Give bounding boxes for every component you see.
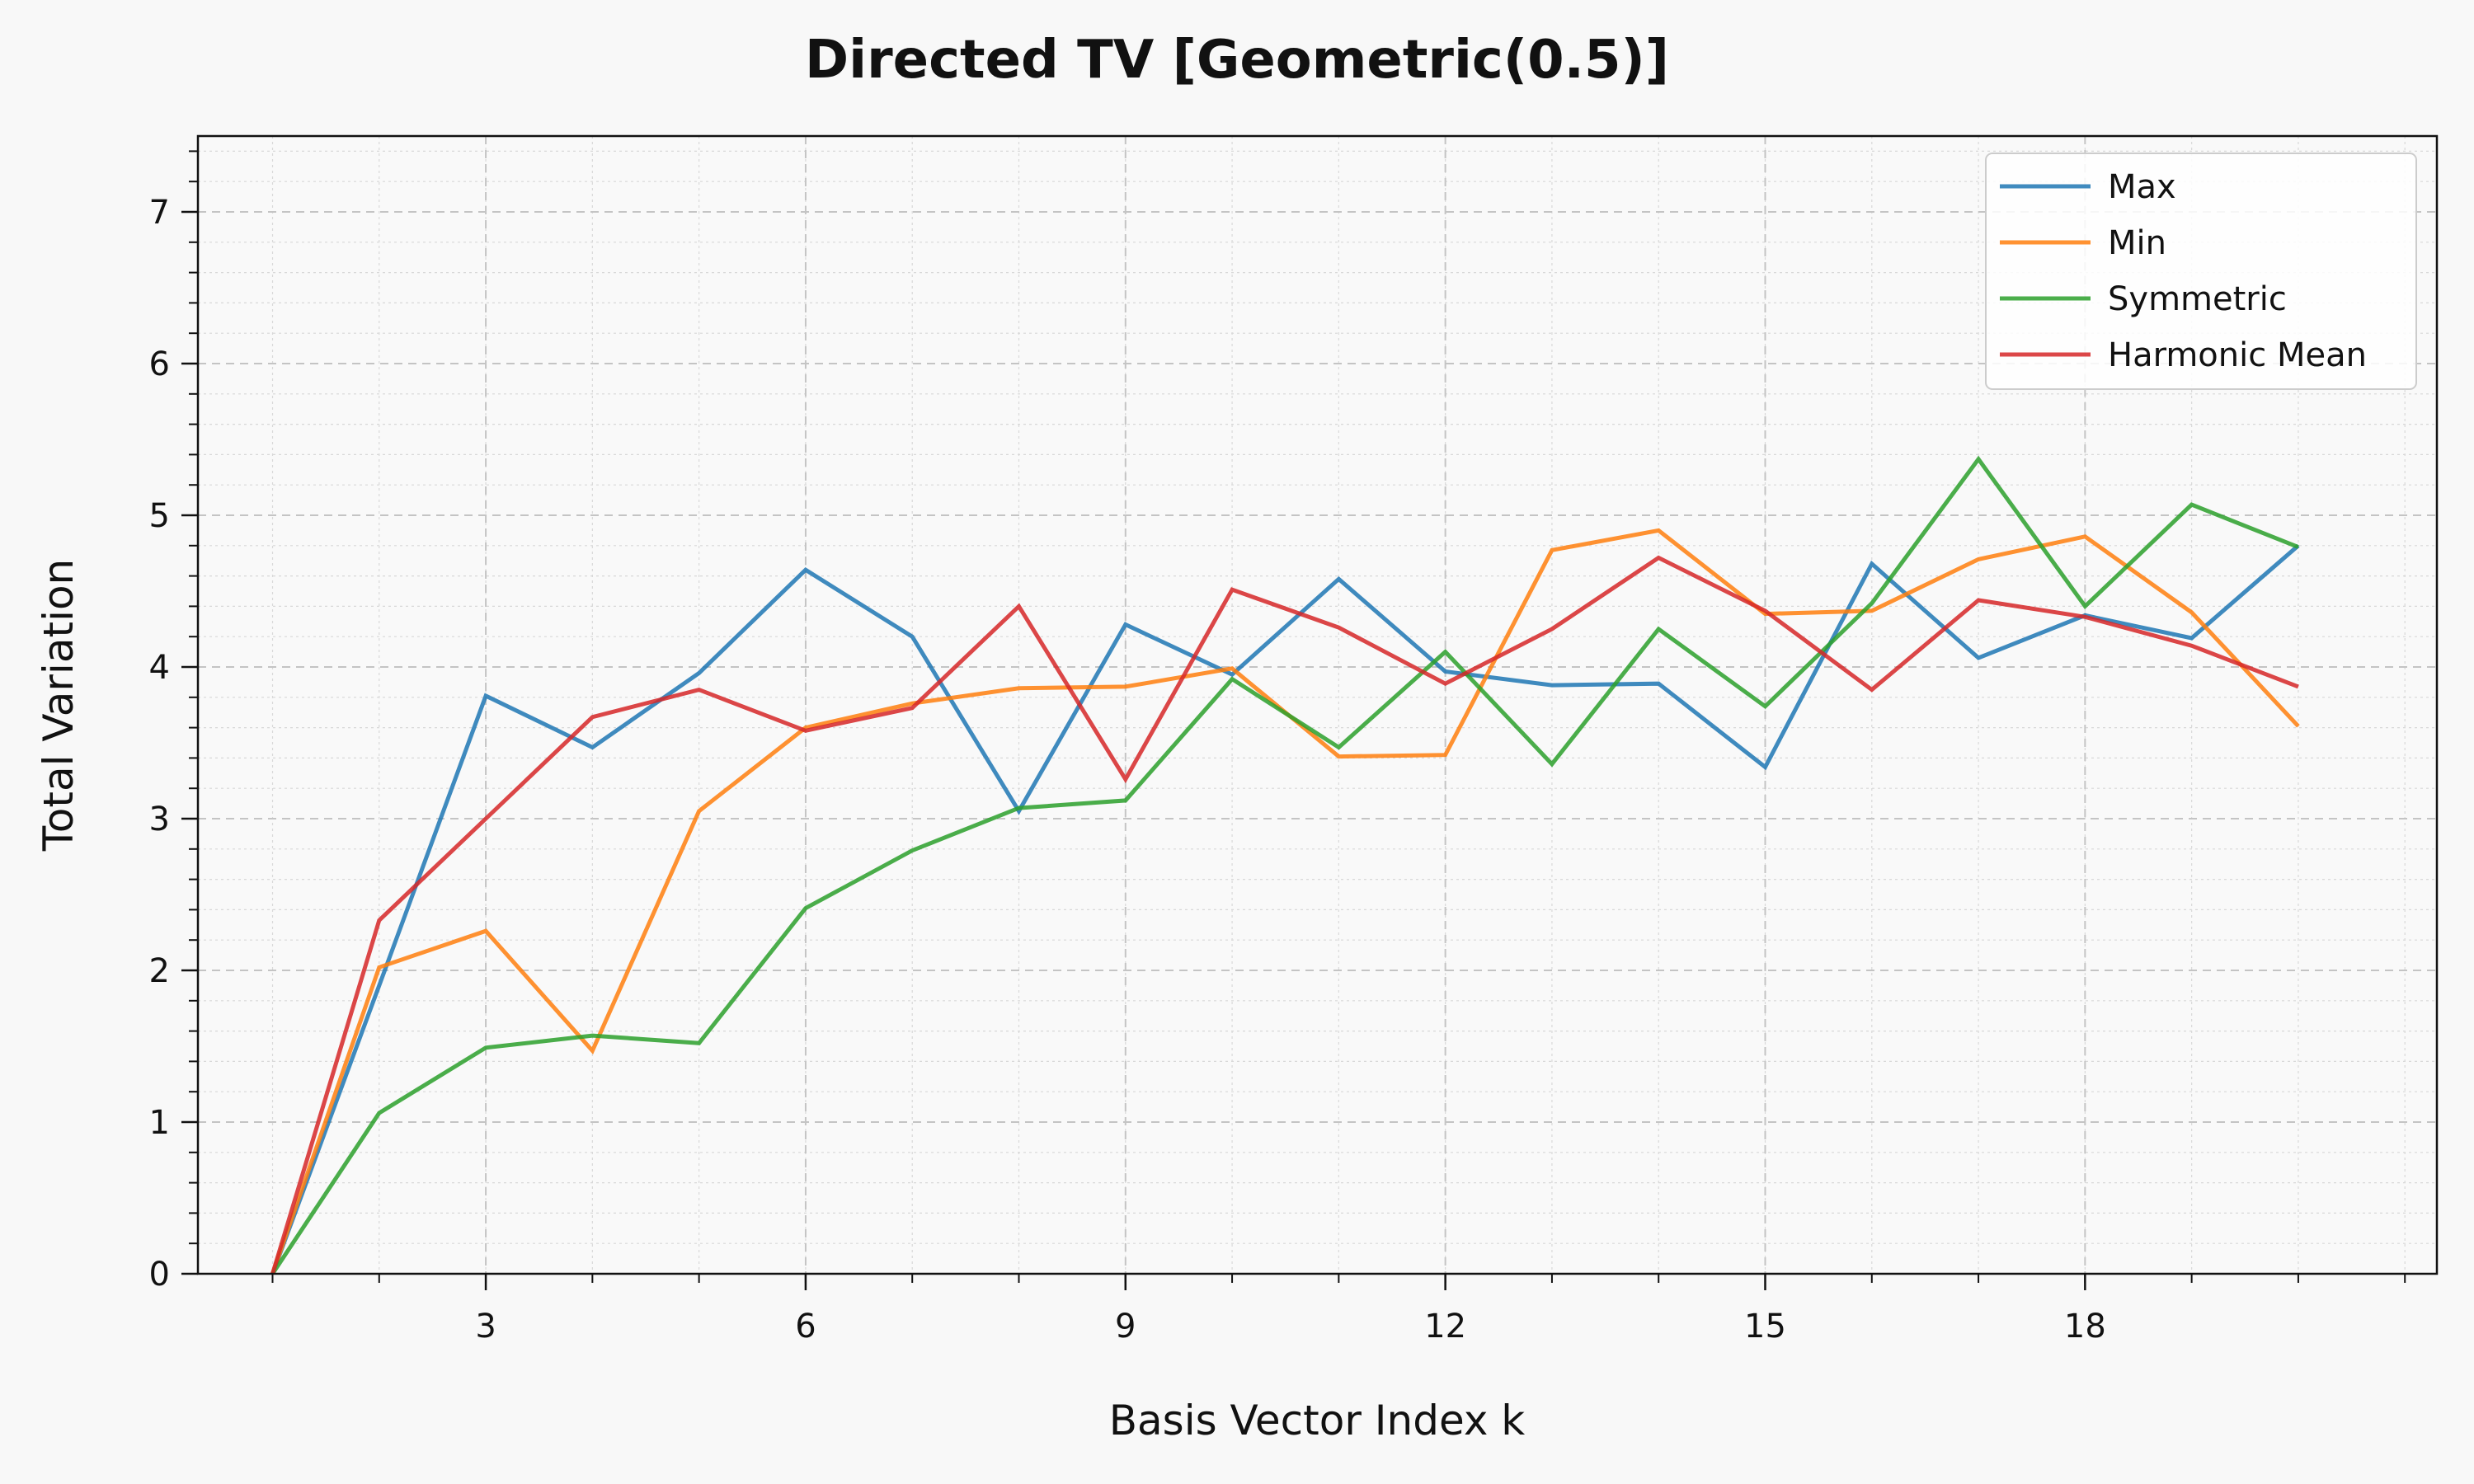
series-layer (270, 455, 2300, 1275)
y-axis-ticks: 0 1 2 3 4 5 6 7 (149, 150, 198, 1294)
x-tick-label: 12 (1424, 1308, 1466, 1345)
y-tick-label: 0 (149, 1256, 170, 1294)
y-tick-label: 3 (149, 801, 170, 838)
x-tick-label: 9 (1115, 1308, 1136, 1345)
series-line-symmetric (270, 455, 2299, 1275)
legend: Max Min Symmetric Harmonic Mean (1985, 153, 2417, 390)
minor-grid (198, 136, 2437, 1274)
y-axis-label: Total Variation (35, 559, 82, 852)
x-tick-label: 6 (795, 1308, 816, 1345)
plot-frame (196, 134, 2439, 1275)
y-tick-label: 6 (149, 345, 170, 383)
legend-label-min: Min (2108, 224, 2166, 262)
legend-label-symmetric: Symmetric (2108, 280, 2287, 318)
legend-label-harmonic-mean: Harmonic Mean (2108, 336, 2367, 374)
x-tick-label: 15 (1744, 1308, 1786, 1345)
y-tick-label: 5 (149, 497, 170, 535)
y-tick-label: 4 (149, 649, 170, 687)
x-tick-label: 18 (2064, 1308, 2106, 1345)
chart-title: Directed TV [Geometric(0.5)] (805, 30, 1669, 91)
legend-label-max: Max (2108, 168, 2176, 206)
y-tick-label: 2 (149, 952, 170, 990)
series-line-harmonic-mean (270, 555, 2299, 1275)
x-axis-ticks: 3 6 9 12 15 18 (271, 1274, 2406, 1345)
x-axis-label: Basis Vector Index k (1109, 1397, 1526, 1444)
y-tick-label: 1 (149, 1104, 170, 1142)
legend-box (1985, 153, 2417, 390)
x-tick-label: 3 (475, 1308, 496, 1345)
series-line-max (270, 543, 2300, 1275)
y-tick-label: 7 (149, 194, 170, 232)
